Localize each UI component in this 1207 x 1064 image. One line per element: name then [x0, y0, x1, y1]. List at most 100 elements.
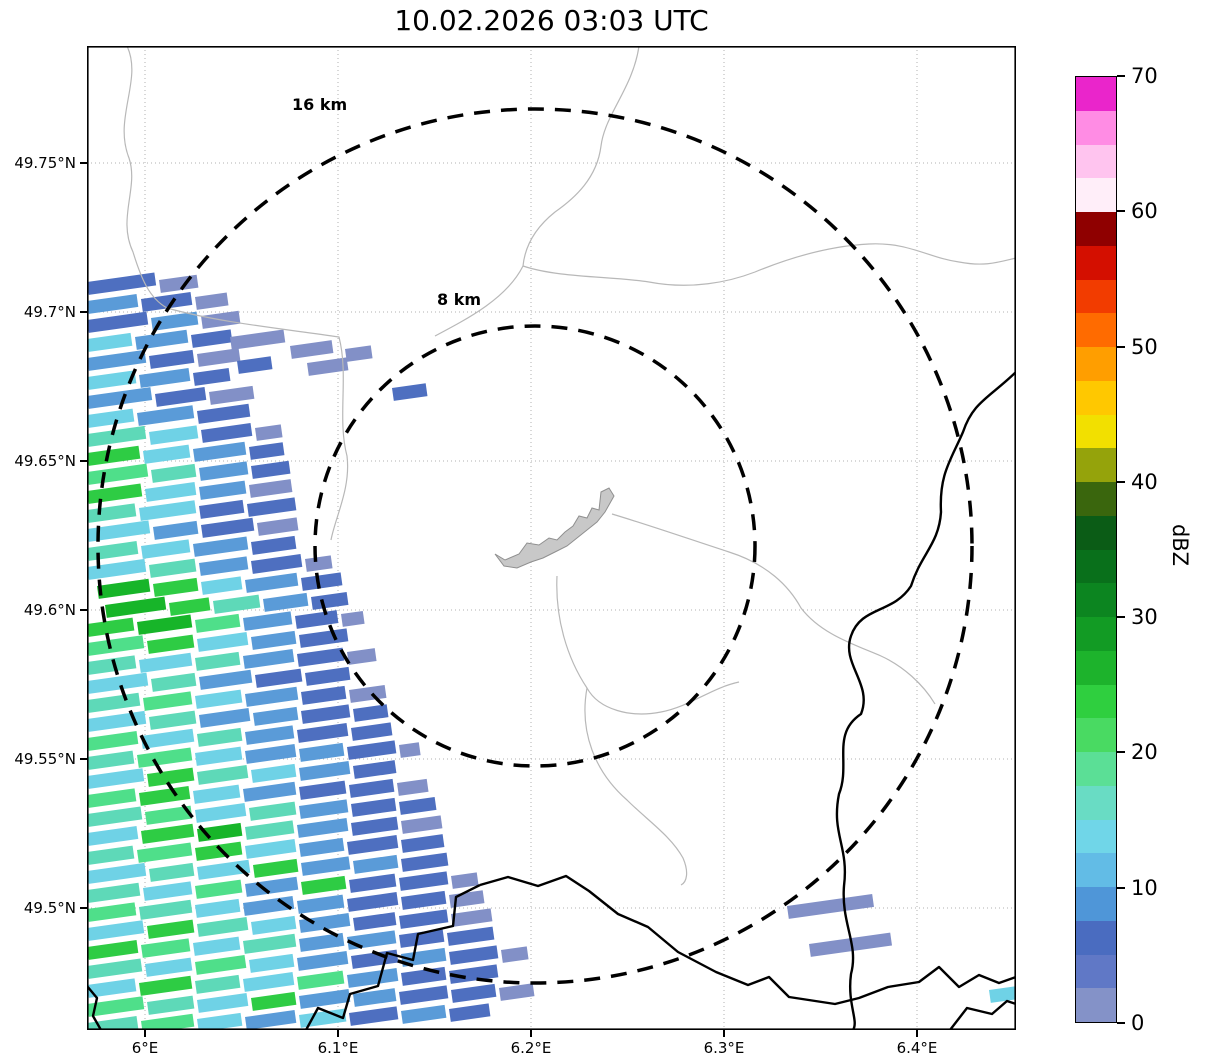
colorbar-tick-label: 70 — [1131, 64, 1158, 88]
radar-cell — [87, 806, 143, 827]
radar-cell — [243, 972, 295, 992]
lon-tick-label: 6.4°E — [896, 1039, 938, 1057]
radar-cell — [198, 480, 247, 500]
radar-cell — [149, 349, 195, 369]
map-plot: 16 km 8 km — [87, 46, 1016, 1030]
radar-cell — [97, 578, 151, 599]
colorbar-segment — [1076, 853, 1116, 887]
radar-cell — [243, 933, 297, 954]
city-boundary — [494, 487, 615, 569]
radar-cell — [301, 875, 347, 895]
radar-cell — [197, 765, 249, 785]
radar-cell — [87, 672, 149, 694]
radar-cell — [251, 535, 297, 555]
map-canvas: 16 km 8 km — [87, 46, 1016, 1030]
radar-cell — [149, 558, 197, 578]
lat-tick-mark — [80, 609, 87, 611]
radar-cell — [501, 946, 529, 963]
colorbar-tick-mark — [1117, 886, 1125, 889]
radar-cell — [300, 685, 347, 705]
colorbar-segment — [1076, 414, 1116, 449]
radar-cell — [145, 805, 193, 825]
colorbar-tick-mark — [1117, 1022, 1125, 1024]
radar-cell — [247, 497, 297, 517]
radar-cell — [135, 329, 189, 350]
radar-cell — [87, 558, 147, 580]
grid-lines — [87, 46, 1016, 1030]
radar-cell — [249, 801, 297, 821]
plot-frame — [87, 46, 1016, 1030]
radar-cell — [392, 383, 428, 401]
colorbar-segment — [1076, 279, 1116, 314]
range-ring-16km-label: 16 km — [292, 95, 347, 114]
radar-cell — [87, 425, 147, 447]
colorbar — [1075, 76, 1117, 1023]
radar-cell — [245, 820, 295, 840]
colorbar-tick-mark — [1117, 75, 1125, 77]
range-ring-8km — [313, 324, 757, 768]
radar-cell — [194, 803, 247, 823]
radar-cell — [244, 686, 299, 707]
country-border-lines — [87, 371, 1016, 1030]
radar-cell — [299, 799, 349, 819]
radar-cell — [87, 311, 149, 333]
radar-cell — [250, 554, 303, 574]
radar-cell — [87, 370, 137, 390]
radar-cell — [346, 648, 377, 665]
colorbar-segment — [1076, 245, 1116, 280]
admin-boundary-lines — [123, 46, 1016, 886]
radar-cell — [87, 731, 139, 751]
radar-cell — [245, 839, 297, 859]
radar-cell — [245, 1010, 297, 1030]
radar-cell — [147, 767, 195, 787]
colorbar-segment — [1076, 313, 1116, 347]
radar-cell — [141, 1013, 195, 1030]
lon-tick-mark — [723, 1030, 725, 1037]
radar-cell — [399, 871, 449, 891]
radar-cell — [155, 387, 207, 407]
radar-cell — [249, 953, 295, 973]
radar-cell — [87, 826, 139, 846]
radar-cell — [141, 539, 191, 559]
radar-cell — [195, 651, 241, 671]
radar-cell — [201, 517, 255, 538]
radar-cell — [243, 611, 293, 631]
radar-cell — [137, 842, 193, 863]
lat-tick-label: 49.75°N — [14, 154, 76, 172]
radar-cell — [195, 974, 241, 994]
radar-cell — [499, 983, 535, 1001]
radar-cell — [87, 520, 151, 542]
radar-cell — [192, 536, 249, 557]
radar-cell — [349, 684, 387, 703]
radar-cell — [195, 898, 241, 918]
radar-cell — [299, 837, 345, 857]
radar-cell — [195, 689, 243, 709]
radar-cell — [87, 750, 135, 770]
radar-cell — [248, 442, 285, 460]
radar-cell — [87, 845, 135, 865]
country-border-south-east — [479, 874, 1016, 1006]
colorbar-ticks: 0 10 20 30 40 50 60 70 — [1117, 64, 1197, 1035]
radar-cell — [143, 691, 193, 711]
lat-tick-label: 49.5°N — [23, 899, 76, 917]
radar-cell — [299, 913, 351, 933]
radar-cell — [87, 332, 133, 352]
radar-cell — [87, 710, 147, 732]
lat-tick-label: 49.6°N — [23, 601, 76, 619]
colorbar-tick-mark — [1117, 616, 1125, 619]
colorbar-tick-mark — [1117, 210, 1125, 213]
radar-cell — [401, 834, 445, 853]
radar-cell — [307, 357, 349, 376]
radar-cell — [297, 723, 349, 743]
colorbar-segment — [1076, 178, 1116, 212]
radar-cell — [257, 517, 299, 536]
radar-cell — [193, 784, 241, 804]
radar-cell — [193, 441, 247, 462]
radar-cell — [290, 340, 334, 359]
radar-cell — [201, 576, 243, 595]
colorbar-segments — [1076, 77, 1116, 1022]
radar-cell — [353, 704, 389, 722]
radar-cell — [196, 348, 241, 367]
radar-cell — [197, 403, 251, 424]
